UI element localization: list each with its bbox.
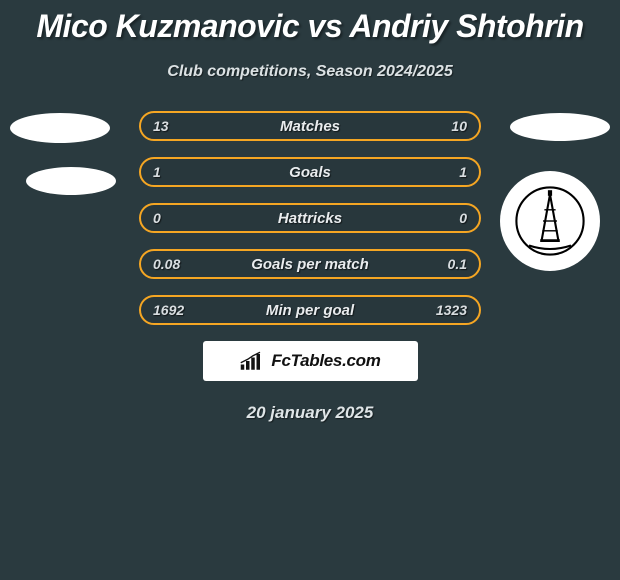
stat-right-value: 0.1 [448,256,467,272]
stat-left-value: 0 [153,210,161,226]
stat-label: Goals per match [251,256,369,273]
stat-row: 1 Goals 1 [139,157,481,187]
subtitle: Club competitions, Season 2024/2025 [0,63,620,81]
stat-left-value: 1 [153,164,161,180]
player1-badge-1 [10,113,110,143]
player2-badge-1 [510,113,610,141]
stat-left-value: 13 [153,118,169,134]
brand-badge: FcTables.com [203,341,418,381]
page-title: Mico Kuzmanovic vs Andriy Shtohrin [0,0,620,45]
stat-left-value: 1692 [153,302,184,318]
stat-label: Goals [289,164,331,181]
oil-derrick-icon [515,186,585,256]
player2-club-logo [500,171,600,271]
date-text: 20 january 2025 [0,403,620,423]
player1-badge-2 [26,167,116,195]
stat-row: 1692 Min per goal 1323 [139,295,481,325]
bars-icon [239,350,267,372]
stat-label: Hattricks [278,210,342,227]
stat-label: Min per goal [266,302,354,319]
stat-right-value: 0 [459,210,467,226]
stat-right-value: 1 [459,164,467,180]
stat-left-value: 0.08 [153,256,180,272]
stat-label: Matches [280,118,340,135]
stat-row: 0 Hattricks 0 [139,203,481,233]
brand-text: FcTables.com [271,351,380,371]
stat-row: 13 Matches 10 [139,111,481,141]
stat-right-value: 10 [451,118,467,134]
comparison-panel: 13 Matches 10 1 Goals 1 0 Hattricks 0 0.… [0,111,620,423]
stat-right-value: 1323 [436,302,467,318]
stat-row: 0.08 Goals per match 0.1 [139,249,481,279]
stats-table: 13 Matches 10 1 Goals 1 0 Hattricks 0 0.… [139,111,481,325]
